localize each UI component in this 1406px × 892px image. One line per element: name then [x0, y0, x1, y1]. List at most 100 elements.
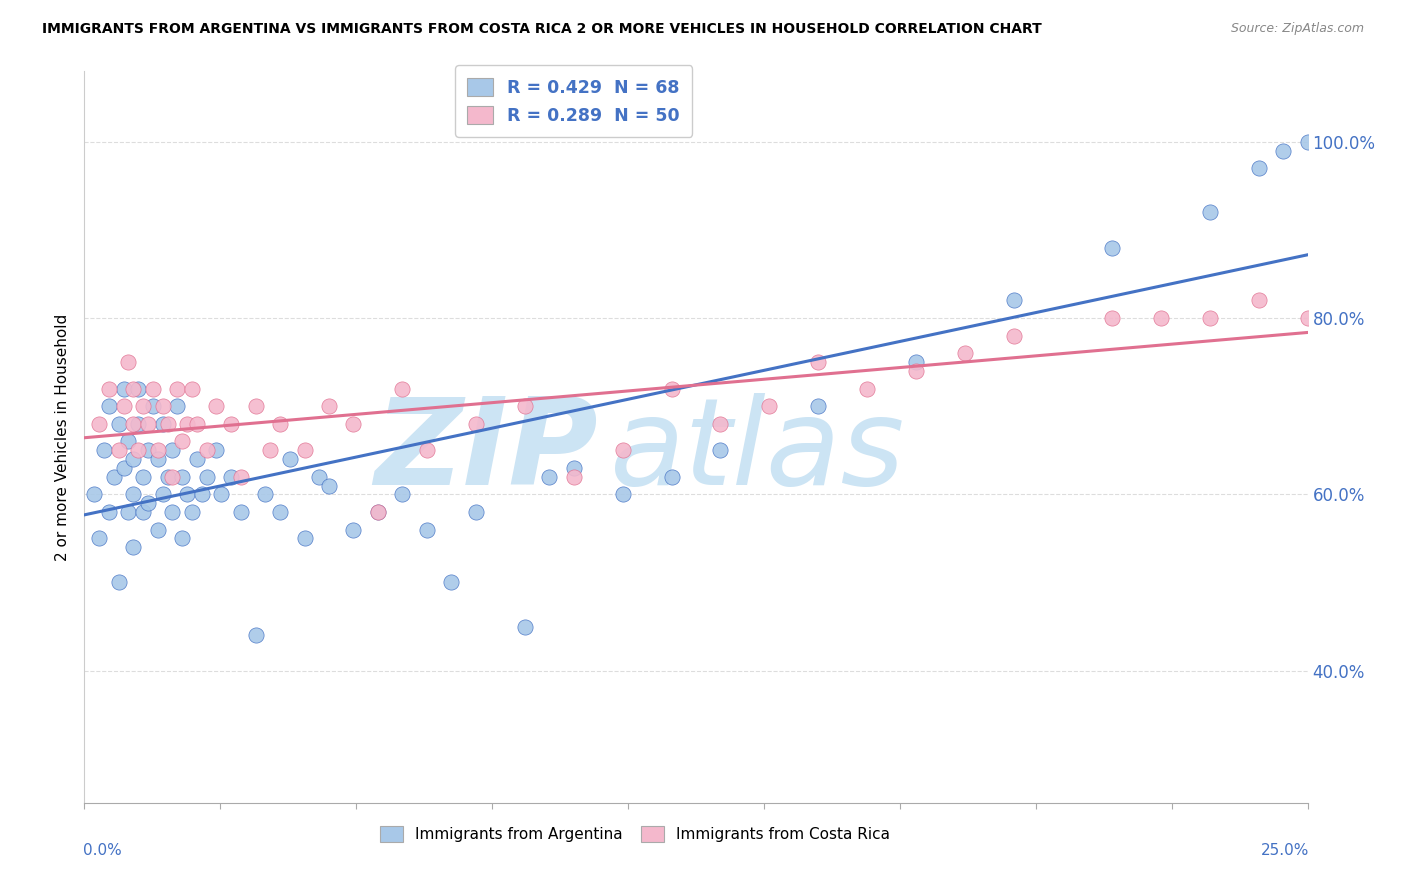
Legend: Immigrants from Argentina, Immigrants from Costa Rica: Immigrants from Argentina, Immigrants fr… — [373, 818, 897, 850]
Point — [166, 382, 188, 396]
Point — [318, 399, 340, 413]
Point — [112, 399, 135, 413]
Point — [1296, 311, 1319, 326]
Point — [269, 505, 291, 519]
Point — [112, 382, 135, 396]
Point — [229, 469, 252, 483]
Point — [122, 540, 145, 554]
Point — [146, 523, 169, 537]
Point — [152, 399, 174, 413]
Point — [416, 523, 439, 537]
Point — [166, 399, 188, 413]
Point — [181, 505, 204, 519]
Point — [103, 469, 125, 483]
Point — [1101, 241, 1123, 255]
Point — [245, 628, 267, 642]
Point — [107, 417, 129, 431]
Point — [152, 487, 174, 501]
Point — [391, 382, 413, 396]
Point — [205, 399, 228, 413]
Point — [758, 399, 780, 413]
Point — [278, 452, 301, 467]
Point — [219, 469, 242, 483]
Point — [176, 487, 198, 501]
Point — [807, 399, 830, 413]
Point — [367, 505, 389, 519]
Point — [709, 417, 731, 431]
Point — [513, 399, 536, 413]
Point — [132, 469, 155, 483]
Point — [308, 469, 330, 483]
Point — [219, 417, 242, 431]
Point — [367, 505, 389, 519]
Point — [612, 443, 634, 458]
Point — [259, 443, 281, 458]
Point — [186, 417, 208, 431]
Point — [191, 487, 214, 501]
Point — [107, 443, 129, 458]
Point — [209, 487, 232, 501]
Point — [661, 469, 683, 483]
Text: IMMIGRANTS FROM ARGENTINA VS IMMIGRANTS FROM COSTA RICA 2 OR MORE VEHICLES IN HO: IMMIGRANTS FROM ARGENTINA VS IMMIGRANTS … — [42, 22, 1042, 37]
Point — [122, 452, 145, 467]
Point — [146, 443, 169, 458]
Point — [162, 443, 184, 458]
Point — [807, 355, 830, 369]
Point — [709, 443, 731, 458]
Point — [856, 382, 879, 396]
Point — [152, 417, 174, 431]
Point — [905, 355, 928, 369]
Point — [87, 417, 110, 431]
Point — [83, 487, 105, 501]
Point — [229, 505, 252, 519]
Point — [294, 443, 316, 458]
Point — [107, 575, 129, 590]
Point — [416, 443, 439, 458]
Point — [1296, 135, 1319, 149]
Point — [391, 487, 413, 501]
Point — [117, 505, 139, 519]
Point — [156, 417, 179, 431]
Point — [127, 443, 149, 458]
Point — [562, 461, 585, 475]
Point — [612, 487, 634, 501]
Point — [1150, 311, 1173, 326]
Point — [464, 505, 486, 519]
Point — [142, 399, 165, 413]
Text: atlas: atlas — [610, 393, 905, 510]
Point — [97, 505, 120, 519]
Point — [146, 452, 169, 467]
Point — [172, 434, 194, 449]
Point — [136, 496, 159, 510]
Point — [87, 532, 110, 546]
Point — [132, 399, 155, 413]
Point — [1198, 205, 1220, 219]
Point — [122, 417, 145, 431]
Text: 0.0%: 0.0% — [83, 843, 122, 858]
Point — [562, 469, 585, 483]
Point — [294, 532, 316, 546]
Point — [1247, 293, 1270, 308]
Point — [269, 417, 291, 431]
Text: ZIP: ZIP — [374, 393, 598, 510]
Point — [127, 382, 149, 396]
Point — [97, 399, 120, 413]
Point — [318, 478, 340, 492]
Point — [122, 487, 145, 501]
Point — [142, 382, 165, 396]
Y-axis label: 2 or more Vehicles in Household: 2 or more Vehicles in Household — [55, 313, 70, 561]
Point — [97, 382, 120, 396]
Point — [162, 505, 184, 519]
Point — [661, 382, 683, 396]
Point — [195, 443, 218, 458]
Point — [136, 443, 159, 458]
Point — [136, 417, 159, 431]
Point — [1198, 311, 1220, 326]
Point — [953, 346, 976, 360]
Point — [176, 417, 198, 431]
Point — [254, 487, 277, 501]
Point — [117, 434, 139, 449]
Point — [162, 469, 184, 483]
Point — [342, 417, 364, 431]
Point — [195, 469, 218, 483]
